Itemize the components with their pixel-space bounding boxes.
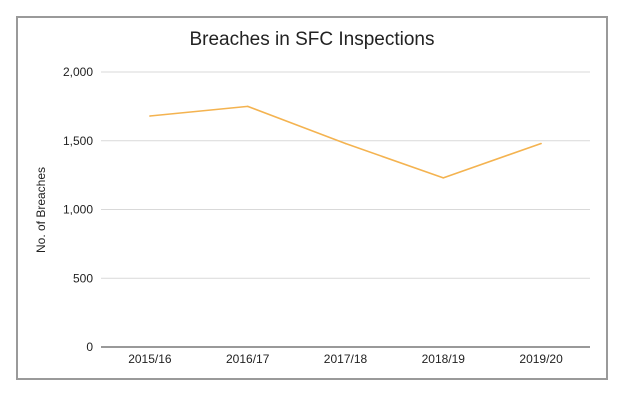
data-point: [149, 115, 151, 117]
series-layer: [149, 105, 542, 179]
data-point: [344, 142, 347, 145]
y-tick-label: 0: [86, 340, 93, 354]
y-tick-label: 1,500: [63, 134, 93, 148]
data-point: [442, 177, 445, 179]
data-point: [540, 142, 542, 145]
y-axis-ticks: 0 500 1,000 1,500 2,000: [63, 65, 93, 354]
y-tick-label: 1,000: [63, 203, 93, 217]
x-tick-label: 2015/16: [128, 352, 172, 366]
x-tick-label: 2017/18: [324, 352, 368, 366]
x-tick-label: 2016/17: [226, 352, 270, 366]
series-line: [149, 105, 542, 179]
x-tick-label: 2018/19: [422, 352, 466, 366]
x-tick-label: 2019/20: [519, 352, 563, 366]
x-axis-ticks: 2015/16 2016/17 2017/18 2018/19 2019/20: [128, 352, 563, 366]
chart-frame: [16, 16, 608, 380]
data-point: [246, 105, 249, 108]
gridlines: [101, 71, 590, 348]
chart-title: Breaches in SFC Inspections: [189, 29, 434, 50]
y-axis-label: No. of Breaches: [34, 167, 48, 253]
y-tick-label: 500: [73, 271, 93, 285]
y-tick-label: 2,000: [63, 65, 93, 79]
